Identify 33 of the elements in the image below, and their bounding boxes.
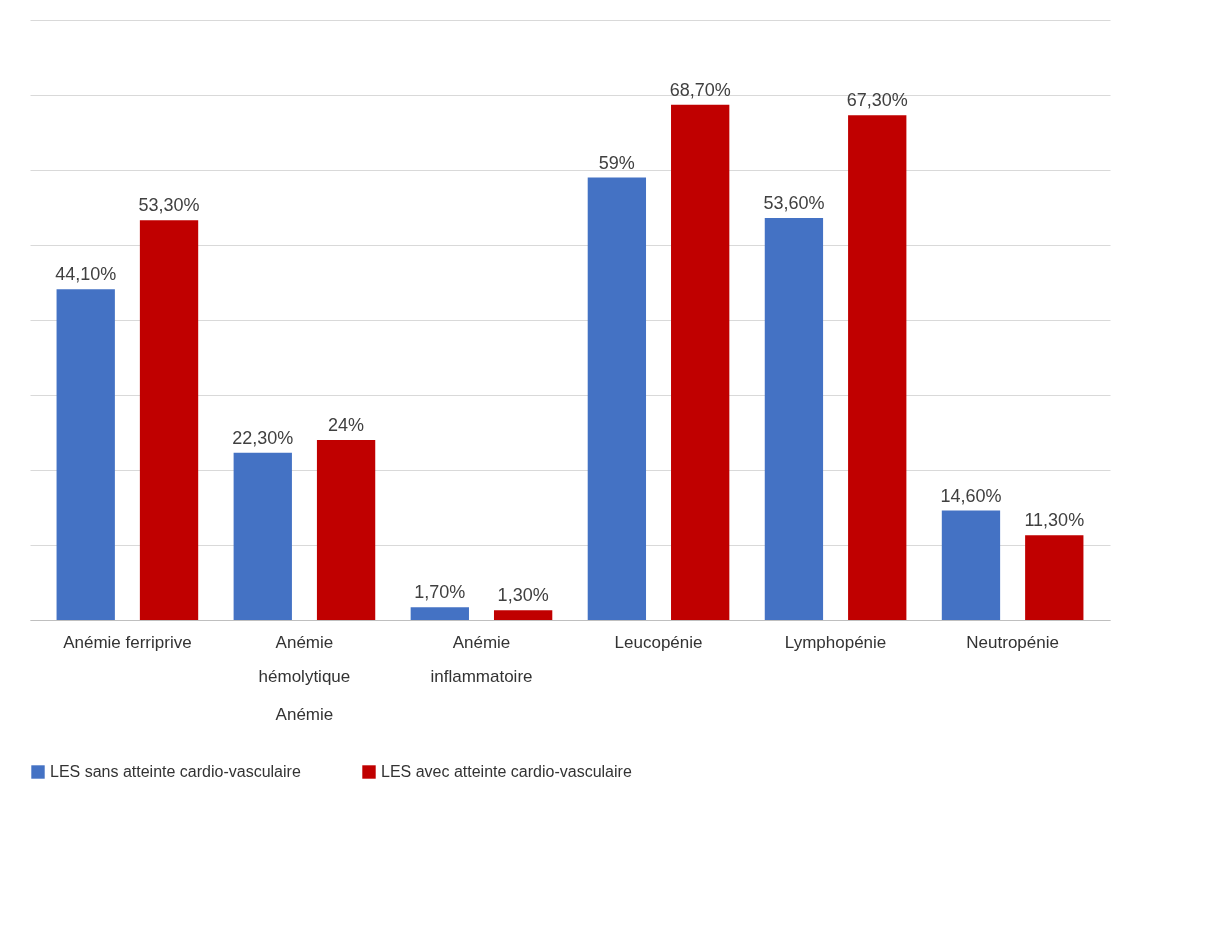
data-label: 14,60%	[940, 485, 1002, 506]
data-label: 44,10%	[55, 264, 117, 285]
legend-label: LES sans atteinte cardio-vasculaire	[50, 763, 301, 780]
bar	[139, 220, 199, 620]
bar	[941, 510, 1001, 620]
bar	[410, 607, 469, 620]
bar	[848, 115, 907, 620]
data-label: 22,30%	[232, 427, 294, 448]
data-label: 59%	[598, 152, 635, 173]
bar	[587, 177, 647, 620]
bar	[56, 289, 115, 620]
bar	[764, 218, 824, 620]
legend-label: LES avec atteinte cardio-vasculaire	[381, 763, 632, 780]
text: Anémie	[275, 705, 334, 724]
data-label: 67,30%	[846, 90, 908, 111]
data-label: 68,70%	[669, 79, 731, 100]
x-tick-label: Anémie ferriprive	[63, 632, 192, 652]
x-tick-label: Lymphopénie	[784, 632, 887, 652]
bar	[1025, 535, 1084, 620]
data-label: 1,30%	[497, 585, 549, 606]
bar	[316, 440, 376, 620]
x-tick-label: Anémie hémolytique	[258, 632, 351, 686]
x-tick-label: Neutropénie	[966, 632, 1059, 652]
data-label: 24%	[328, 415, 365, 435]
data-label: 53,30%	[138, 195, 200, 216]
data-label: 1,70%	[414, 582, 466, 603]
bar	[233, 452, 292, 620]
bar	[671, 104, 730, 620]
x-tick-label: Anémie inflammatoire	[430, 632, 533, 686]
x-tick-label: Leucopénie	[614, 632, 703, 652]
bar	[493, 610, 553, 620]
data-label: 53,60%	[763, 193, 825, 213]
data-label: 11,30%	[1024, 510, 1085, 531]
